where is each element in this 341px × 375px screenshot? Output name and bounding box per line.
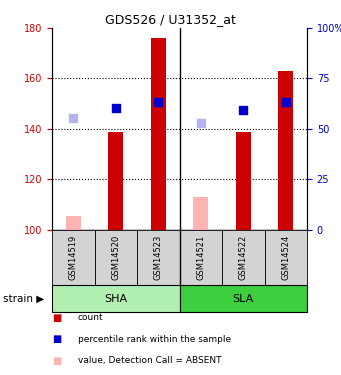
Point — [113, 105, 118, 111]
Text: percentile rank within the sample: percentile rank within the sample — [77, 335, 231, 344]
Text: GSM14520: GSM14520 — [111, 235, 120, 280]
Bar — [193, 197, 208, 230]
Bar — [108, 132, 123, 230]
FancyBboxPatch shape — [52, 285, 179, 312]
FancyBboxPatch shape — [179, 285, 307, 312]
Text: GSM14521: GSM14521 — [196, 235, 205, 280]
FancyBboxPatch shape — [179, 230, 222, 285]
FancyBboxPatch shape — [52, 230, 94, 285]
Text: strain ▶: strain ▶ — [3, 294, 45, 303]
Text: ■: ■ — [52, 334, 61, 344]
FancyBboxPatch shape — [222, 230, 265, 285]
Bar — [236, 132, 251, 230]
Text: count: count — [77, 314, 103, 322]
Point — [198, 120, 204, 126]
Text: GSM14523: GSM14523 — [154, 235, 163, 280]
Bar — [66, 216, 81, 230]
Text: GDS526 / U31352_at: GDS526 / U31352_at — [105, 13, 236, 26]
Point — [240, 107, 246, 113]
Point — [71, 115, 76, 121]
Text: SHA: SHA — [104, 294, 127, 303]
Point — [283, 99, 288, 105]
FancyBboxPatch shape — [94, 230, 137, 285]
Point — [155, 99, 161, 105]
Text: GSM14519: GSM14519 — [69, 235, 78, 280]
Text: ■: ■ — [52, 313, 61, 323]
FancyBboxPatch shape — [265, 230, 307, 285]
Text: value, Detection Call = ABSENT: value, Detection Call = ABSENT — [77, 356, 221, 365]
Bar — [278, 71, 293, 230]
Text: ■: ■ — [52, 356, 61, 366]
Bar — [151, 38, 166, 230]
Text: GSM14522: GSM14522 — [239, 235, 248, 280]
Text: SLA: SLA — [233, 294, 254, 303]
FancyBboxPatch shape — [137, 230, 179, 285]
Text: GSM14524: GSM14524 — [281, 235, 290, 280]
